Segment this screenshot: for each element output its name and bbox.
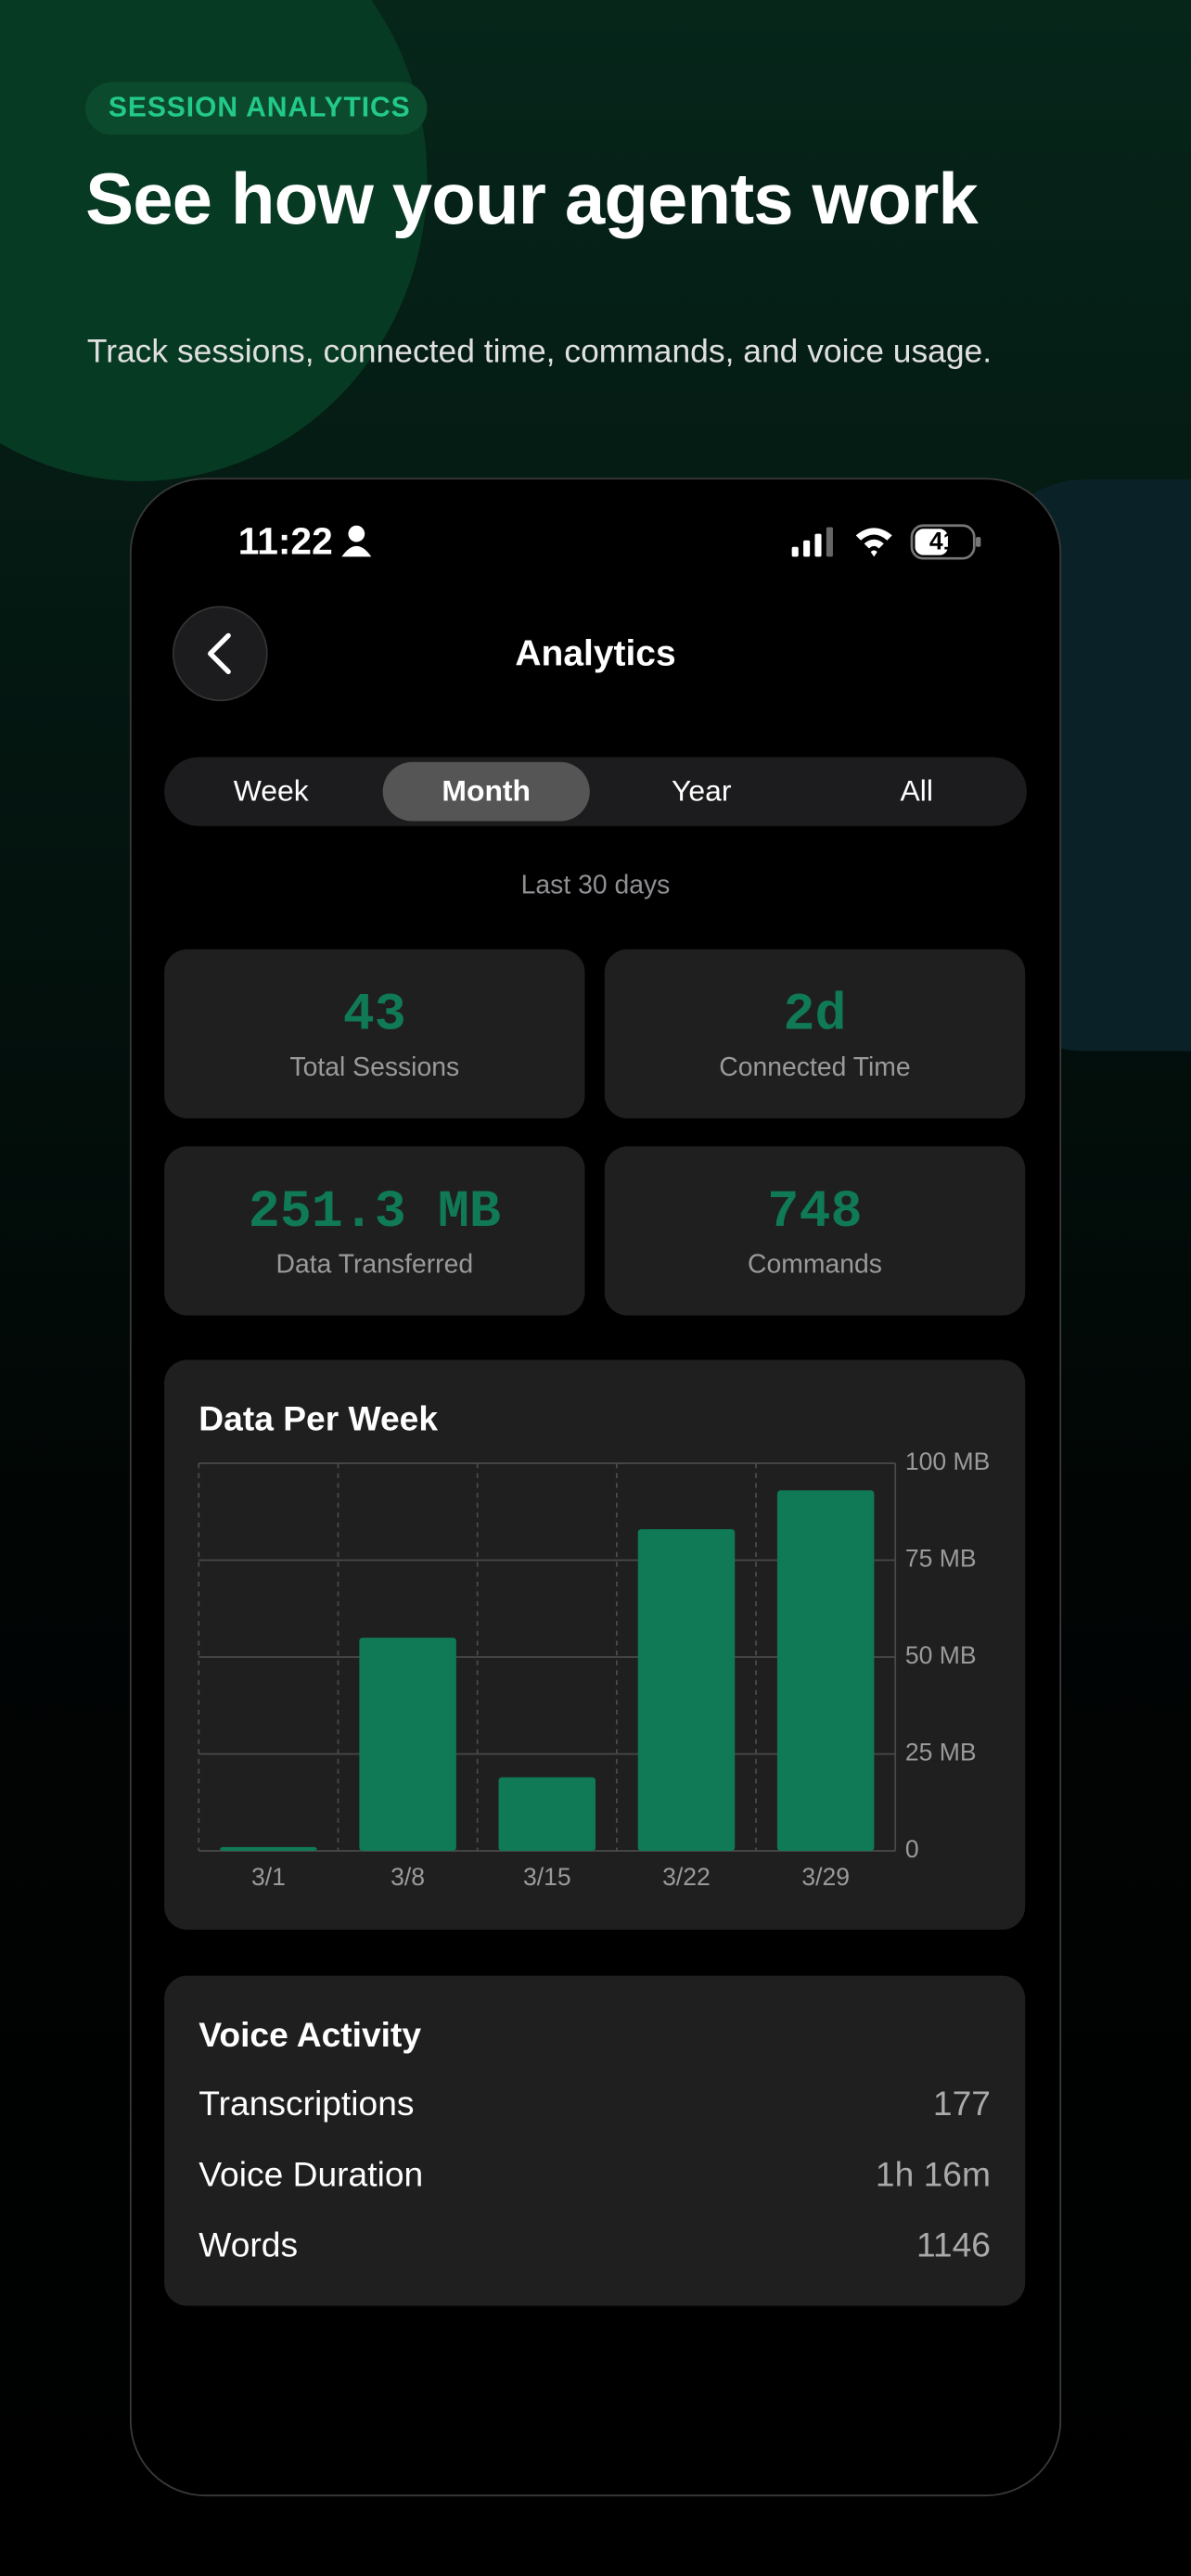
stat-value: 251.3 MB [248,1181,501,1243]
bar [498,1777,596,1852]
x-tick-label: 3/22 [662,1863,711,1891]
voice-label: Words [198,2226,299,2265]
stat-label: Total Sessions [289,1054,460,1083]
back-button[interactable] [172,606,268,702]
chart-title: Data Per Week [198,1400,439,1439]
stat-value: 748 [767,1181,863,1243]
stat-card: 2d Connected Time [604,949,1026,1119]
stat-label: Connected Time [719,1054,911,1083]
eyebrow-pill [85,82,428,135]
person-icon [341,525,372,557]
status-icons [791,524,981,560]
voice-title: Voice Activity [198,2016,422,2055]
segment[interactable]: Week [233,774,309,808]
y-tick-label: 50 MB [905,1641,977,1669]
x-tick-label: 3/29 [801,1863,850,1891]
subtitle: Track sessions, connected time, commands… [86,334,992,371]
bar [637,1529,736,1852]
period-label: Last 30 days [520,872,671,900]
battery-level: 41 [928,528,957,556]
segment-selected [382,761,590,822]
segment[interactable]: All [900,774,933,808]
segment[interactable]: Year [672,774,732,808]
nav-title: Analytics [515,631,676,674]
stat-card: 251.3 MB Data Transferred [164,1146,585,1316]
x-tick-label: 3/8 [391,1863,425,1891]
x-tick-label: 3/1 [251,1863,286,1891]
y-tick-label: 100 MB [905,1447,991,1475]
back-icon [208,632,231,675]
y-tick-label: 75 MB [905,1545,977,1573]
voice-value: 1h 16m [875,2156,991,2195]
bar [776,1490,875,1852]
segment[interactable]: Month [442,774,531,808]
stat-label: Commands [748,1251,882,1280]
voice-value: 1146 [916,2226,991,2265]
voice-label: Voice Duration [198,2156,424,2195]
y-tick-label: 25 MB [905,1739,977,1766]
eyebrow: SESSION ANALYTICS [108,92,411,123]
voice-card [164,1975,1026,2306]
voice-label: Transcriptions [198,2085,415,2124]
bar [359,1638,456,1852]
stat-card: 748 Commands [604,1146,1026,1316]
y-tick-label: 0 [905,1835,919,1863]
stat-label: Data Transferred [275,1251,474,1280]
segmented-control [164,757,1027,826]
headline: See how your agents work [85,159,979,240]
bar [220,1846,317,1852]
voice-value: 177 [932,2085,991,2124]
stat-value: 43 [342,984,406,1046]
stat-card: 43 Total Sessions [164,949,585,1119]
x-tick-label: 3/15 [523,1863,571,1891]
stat-value: 2d [783,984,847,1046]
status-time: 11:22 [237,519,333,563]
